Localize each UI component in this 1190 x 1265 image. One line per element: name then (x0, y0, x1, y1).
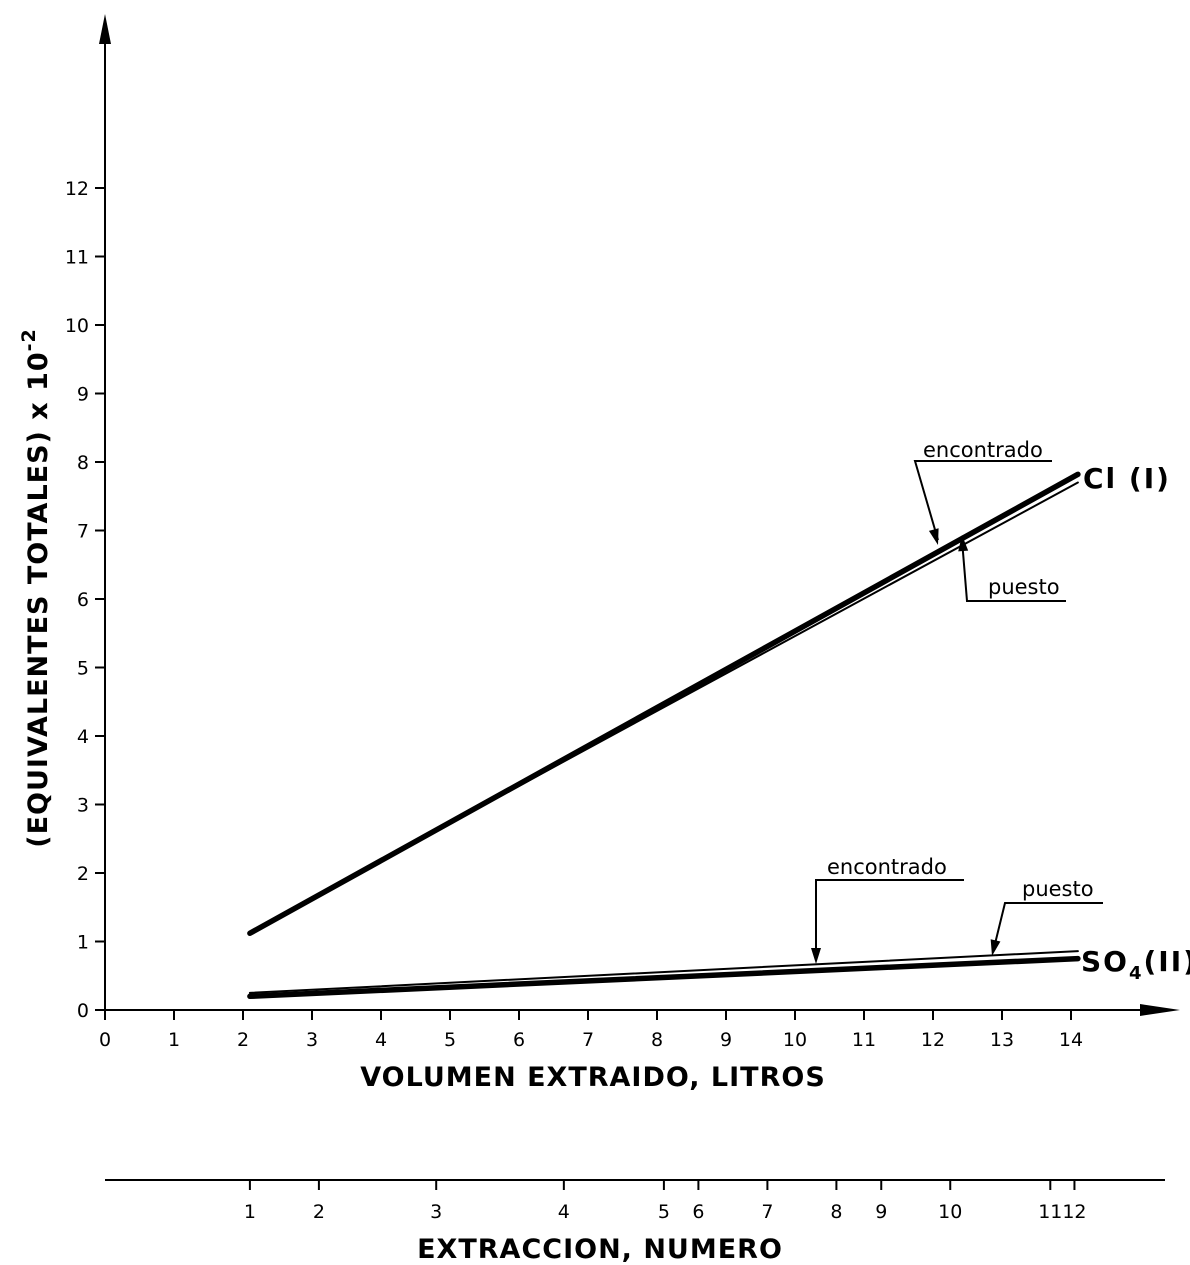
x-tick-label: 3 (306, 1029, 318, 1051)
secondary-tick-label: 7 (761, 1201, 773, 1223)
y-tick-label: 9 (77, 384, 89, 406)
secondary-tick-label: 9 (875, 1201, 887, 1223)
so4-puesto-label: puesto (1022, 877, 1094, 901)
annotations: encontrado puesto encontrado puesto (811, 438, 1103, 964)
y-tick-label: 10 (65, 315, 89, 337)
so4-series-label: SO4(II) (1081, 945, 1190, 984)
secondary-axis-title: EXTRACCION, NUMERO (417, 1234, 783, 1265)
x-tick-label: 10 (783, 1029, 807, 1051)
secondary-tick-label: 11 (1038, 1201, 1062, 1223)
secondary-tick-label: 10 (938, 1201, 962, 1223)
x-tick-label: 14 (1059, 1029, 1083, 1051)
secondary-axis: 1 2 3 4 5 6 7 8 9 10 11 12 (105, 1179, 1165, 1223)
y-tick-label: 6 (77, 589, 89, 611)
secondary-tick-label: 5 (658, 1201, 670, 1223)
axes (99, 14, 1180, 1016)
so4-puesto-leader (992, 902, 1103, 953)
x-tick-label: 8 (651, 1029, 663, 1051)
so4-puesto-line (248, 950, 1079, 994)
y-axis-title: (EQUIVALENTES TOTALES) x 10-2 (18, 328, 54, 848)
x-tick-label: 1 (168, 1029, 180, 1051)
y-tick-label: 7 (77, 521, 89, 543)
x-tick-label: 4 (375, 1029, 387, 1051)
cl-puesto-label: puesto (988, 575, 1060, 599)
series-labels: Cl (I) SO4(II) (1081, 462, 1190, 984)
y-tick-label: 12 (65, 178, 89, 200)
y-tick-label: 3 (77, 795, 89, 817)
secondary-tick-label: 1 (244, 1201, 256, 1223)
x-axis-title: VOLUMEN EXTRAIDO, LITROS (360, 1062, 826, 1093)
y-axis-arrow (99, 14, 111, 44)
x-tick-label: 12 (921, 1029, 945, 1051)
cl-series-label: Cl (I) (1083, 462, 1171, 495)
x-tick-label: 5 (444, 1029, 456, 1051)
y-tick-label: 8 (77, 452, 89, 474)
cl-puesto-arrow (958, 535, 969, 552)
so4-encontrado-arrow (811, 948, 821, 964)
cl-encontrado-arrow (928, 528, 939, 545)
cl-puesto-line (248, 481, 1079, 933)
secondary-tick-label: 12 (1062, 1201, 1086, 1223)
y-tick-label: 2 (77, 863, 89, 885)
x-tick-label: 2 (237, 1029, 249, 1051)
x-tick-label: 9 (720, 1029, 732, 1051)
secondary-tick-label: 6 (692, 1201, 704, 1223)
y-tick-label: 4 (77, 726, 89, 748)
y-axis-title-group: (EQUIVALENTES TOTALES) x 10-2 (18, 328, 54, 848)
x-tick-label: 7 (582, 1029, 594, 1051)
y-tick-label: 1 (77, 932, 89, 954)
cl-puesto-leader (961, 539, 1066, 602)
x-tick-label: 6 (513, 1029, 525, 1051)
secondary-tick-label: 3 (430, 1201, 442, 1223)
y-tick-label: 0 (77, 1000, 89, 1022)
so4-encontrado-line (247, 955, 1081, 1000)
so4-encontrado-leader (815, 879, 964, 960)
secondary-tick-label: 2 (313, 1201, 325, 1223)
x-tick-label: 0 (99, 1029, 111, 1051)
cl-encontrado-label: encontrado (923, 438, 1043, 462)
cl-encontrado-leader (913, 460, 1052, 541)
secondary-tick-label: 4 (558, 1201, 570, 1223)
so4-puesto-arrow (990, 939, 1001, 956)
so4-encontrado-label: encontrado (827, 855, 947, 879)
x-tick-label: 13 (990, 1029, 1014, 1051)
x-axis-arrow (1140, 1004, 1180, 1016)
y-tick-label: 11 (65, 247, 89, 269)
secondary-tick-label: 8 (830, 1201, 842, 1223)
y-tick-label: 5 (77, 658, 89, 680)
x-tick-label: 11 (852, 1029, 876, 1051)
series-lines (247, 471, 1081, 1000)
